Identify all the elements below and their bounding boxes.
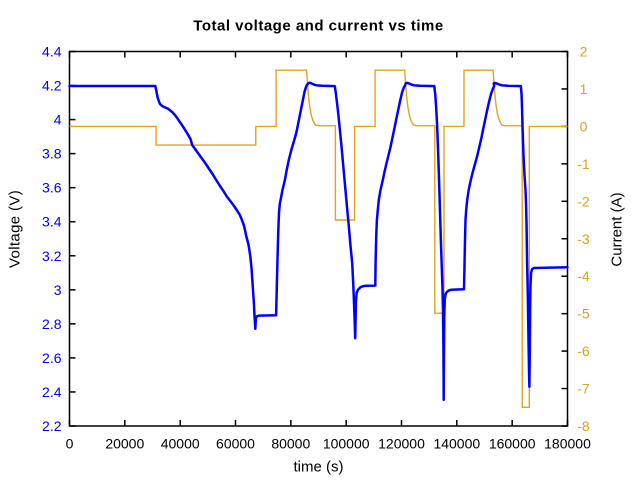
svg-text:-4: -4 <box>577 268 590 284</box>
svg-text:-5: -5 <box>577 306 590 322</box>
svg-text:0: 0 <box>66 436 74 452</box>
svg-text:120000: 120000 <box>378 436 425 452</box>
svg-text:time (s): time (s) <box>294 459 344 476</box>
svg-text:-1: -1 <box>577 156 590 172</box>
svg-text:0: 0 <box>580 118 588 134</box>
svg-text:-7: -7 <box>577 381 590 397</box>
svg-text:60000: 60000 <box>216 436 255 452</box>
svg-text:160000: 160000 <box>489 436 536 452</box>
svg-text:20000: 20000 <box>105 436 144 452</box>
svg-text:3.8: 3.8 <box>42 146 62 162</box>
svg-text:2.2: 2.2 <box>42 418 62 434</box>
svg-text:140000: 140000 <box>433 436 480 452</box>
svg-text:2.8: 2.8 <box>42 316 62 332</box>
svg-text:2.4: 2.4 <box>42 384 62 400</box>
svg-text:1: 1 <box>580 81 588 97</box>
svg-text:3.2: 3.2 <box>42 248 62 264</box>
svg-text:40000: 40000 <box>161 436 200 452</box>
svg-text:-2: -2 <box>577 193 590 209</box>
svg-text:180000: 180000 <box>544 436 591 452</box>
svg-text:Voltage (V): Voltage (V) <box>7 190 24 268</box>
svg-text:Current (A): Current (A) <box>608 192 625 266</box>
svg-text:-3: -3 <box>577 231 590 247</box>
svg-text:3.6: 3.6 <box>42 180 62 196</box>
svg-text:80000: 80000 <box>271 436 310 452</box>
svg-text:4.2: 4.2 <box>42 78 62 94</box>
svg-text:100000: 100000 <box>323 436 370 452</box>
svg-text:4.4: 4.4 <box>42 44 62 60</box>
svg-text:4: 4 <box>54 112 62 128</box>
svg-text:-8: -8 <box>577 418 590 434</box>
svg-text:-6: -6 <box>577 343 590 359</box>
svg-text:Total voltage and current vs t: Total voltage and current vs time <box>193 18 443 35</box>
svg-text:2.6: 2.6 <box>42 350 62 366</box>
svg-text:3.4: 3.4 <box>42 214 62 230</box>
svg-text:3: 3 <box>54 282 62 298</box>
svg-text:2: 2 <box>580 44 588 60</box>
